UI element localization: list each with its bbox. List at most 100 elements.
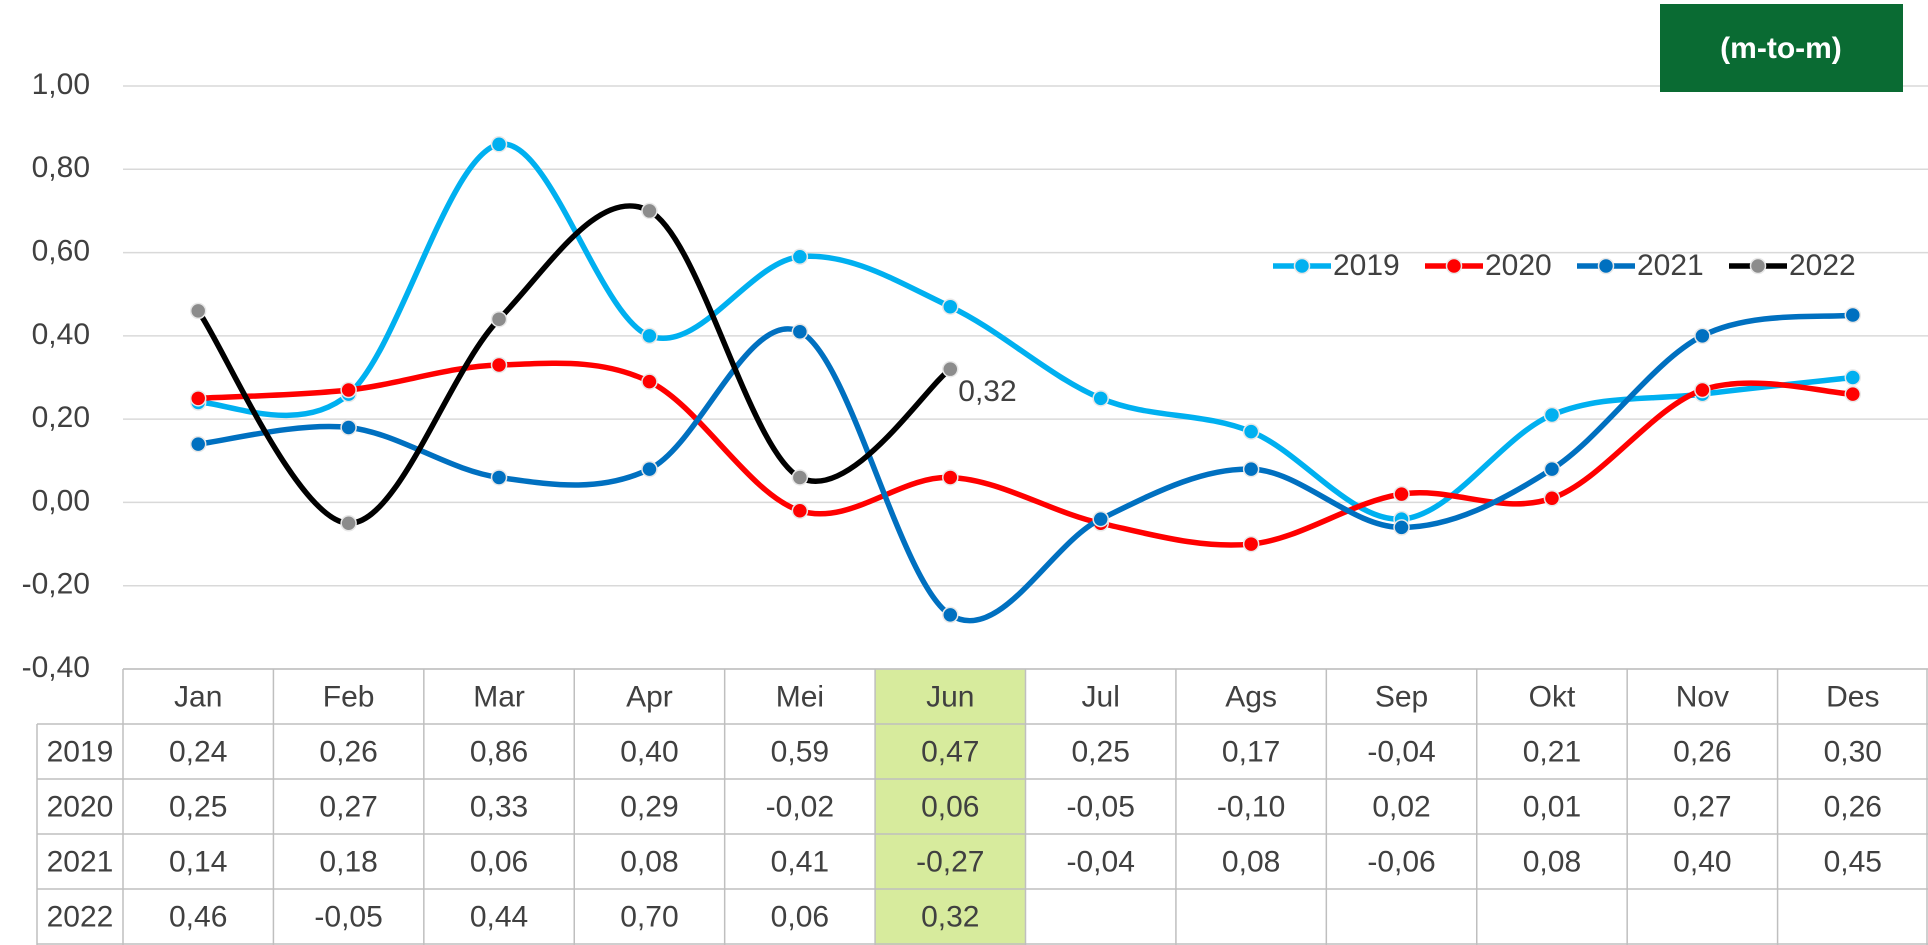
table-cell: 0,01 (1523, 790, 1581, 823)
marker (1543, 406, 1561, 424)
table-cell: 0,46 (169, 900, 227, 933)
marker (340, 515, 357, 532)
marker (1844, 306, 1862, 324)
table-cell: -0,27 (916, 845, 984, 878)
marker (340, 381, 357, 399)
table-cell: 0,26 (1673, 735, 1731, 768)
y-tick-label: 0,00 (32, 484, 90, 517)
marker (942, 469, 959, 486)
x-tick-label: Des (1826, 680, 1879, 713)
series-line (195, 312, 1856, 624)
marker (791, 502, 809, 520)
marker (1844, 385, 1862, 403)
table-cell: 0,08 (1523, 845, 1581, 878)
table-cell: -0,05 (1067, 790, 1135, 823)
table-cell: 0,08 (620, 845, 678, 878)
table-cell: 0,06 (470, 845, 528, 878)
x-tick-label: Jul (1082, 680, 1120, 713)
y-tick-label: 0,60 (32, 234, 90, 267)
legend-marker (1293, 257, 1311, 275)
marker (1092, 510, 1109, 528)
marker (490, 469, 508, 486)
table-cell: 0,29 (620, 790, 678, 823)
marker (641, 460, 658, 478)
x-tick-label: Sep (1375, 680, 1428, 713)
x-tick-label: Apr (626, 680, 673, 713)
table-cell: 0,45 (1824, 845, 1882, 878)
table-cell: 0,17 (1222, 735, 1280, 768)
table-cell: 0,32 (921, 900, 979, 933)
marker (1242, 423, 1260, 440)
table-cell: 0,27 (1673, 790, 1731, 823)
table-cell: -0,04 (1367, 735, 1435, 768)
marker (1543, 460, 1561, 478)
highlight-column (875, 669, 1026, 945)
annotation-box (1660, 4, 1903, 92)
table-cell: 0,30 (1824, 735, 1882, 768)
legend-marker (1749, 257, 1767, 275)
marker (942, 360, 959, 378)
table-cell: 0,21 (1523, 735, 1581, 768)
table-row-label: 2022 (47, 900, 114, 933)
table-cell: 0,06 (921, 790, 979, 823)
legend-marker (1597, 257, 1615, 275)
y-tick-label: 1,00 (32, 68, 90, 101)
table-cell: 0,06 (771, 900, 829, 933)
table-cell: 0,25 (169, 790, 227, 823)
legend-label: 2019 (1333, 249, 1400, 282)
marker (189, 390, 207, 407)
table-cell: 0,59 (771, 735, 829, 768)
legend-marker (1445, 257, 1463, 275)
marker (791, 469, 809, 486)
y-tick-label: -0,40 (22, 651, 90, 684)
table-cell: -0,02 (766, 790, 834, 823)
marker (791, 248, 809, 265)
marker (1694, 381, 1711, 399)
marker (1543, 490, 1561, 507)
table-cell: 0,33 (470, 790, 528, 823)
table-cell: 0,08 (1222, 845, 1280, 878)
marker (1393, 519, 1410, 536)
marker (942, 606, 959, 624)
y-tick-label: 0,80 (32, 151, 90, 184)
marker (641, 373, 658, 390)
table-cell: 0,14 (169, 845, 227, 878)
marker (490, 310, 508, 328)
series-line (195, 203, 954, 527)
marker (1242, 460, 1260, 478)
table-cell: 0,41 (771, 845, 829, 878)
table-row-label: 2019 (47, 735, 114, 768)
series-line (195, 360, 1856, 548)
legend-label: 2020 (1485, 249, 1552, 282)
table-cell: 0,44 (470, 900, 528, 933)
y-tick-label: -0,20 (22, 568, 90, 601)
marker (1844, 369, 1862, 386)
data-label: 0,32 (958, 375, 1016, 408)
table-cell: 0,18 (319, 845, 377, 878)
x-tick-label: Mei (776, 680, 824, 713)
x-tick-label: Okt (1529, 680, 1576, 713)
x-tick-label: Jun (926, 680, 974, 713)
marker (189, 435, 207, 453)
table-cell: 0,27 (319, 790, 377, 823)
marker (1242, 535, 1260, 553)
table-cell: 0,24 (169, 735, 227, 768)
table-cell: 0,26 (1824, 790, 1882, 823)
table-row-label: 2021 (47, 845, 114, 878)
table-cell: 0,40 (1673, 845, 1731, 878)
table-cell: 0,40 (620, 735, 678, 768)
table-cell: -0,04 (1067, 845, 1135, 878)
marker (942, 298, 959, 315)
marker (1092, 390, 1109, 407)
x-tick-label: Nov (1676, 680, 1729, 713)
table-cell: 0,02 (1372, 790, 1430, 823)
marker (1393, 485, 1410, 503)
x-tick-label: Mar (473, 680, 525, 713)
table-cell: -0,05 (314, 900, 382, 933)
marker (490, 136, 508, 153)
x-tick-label: Ags (1225, 680, 1277, 713)
marker (641, 327, 658, 345)
table-cell: 0,47 (921, 735, 979, 768)
marker (791, 323, 809, 340)
legend-label: 2021 (1637, 249, 1704, 282)
